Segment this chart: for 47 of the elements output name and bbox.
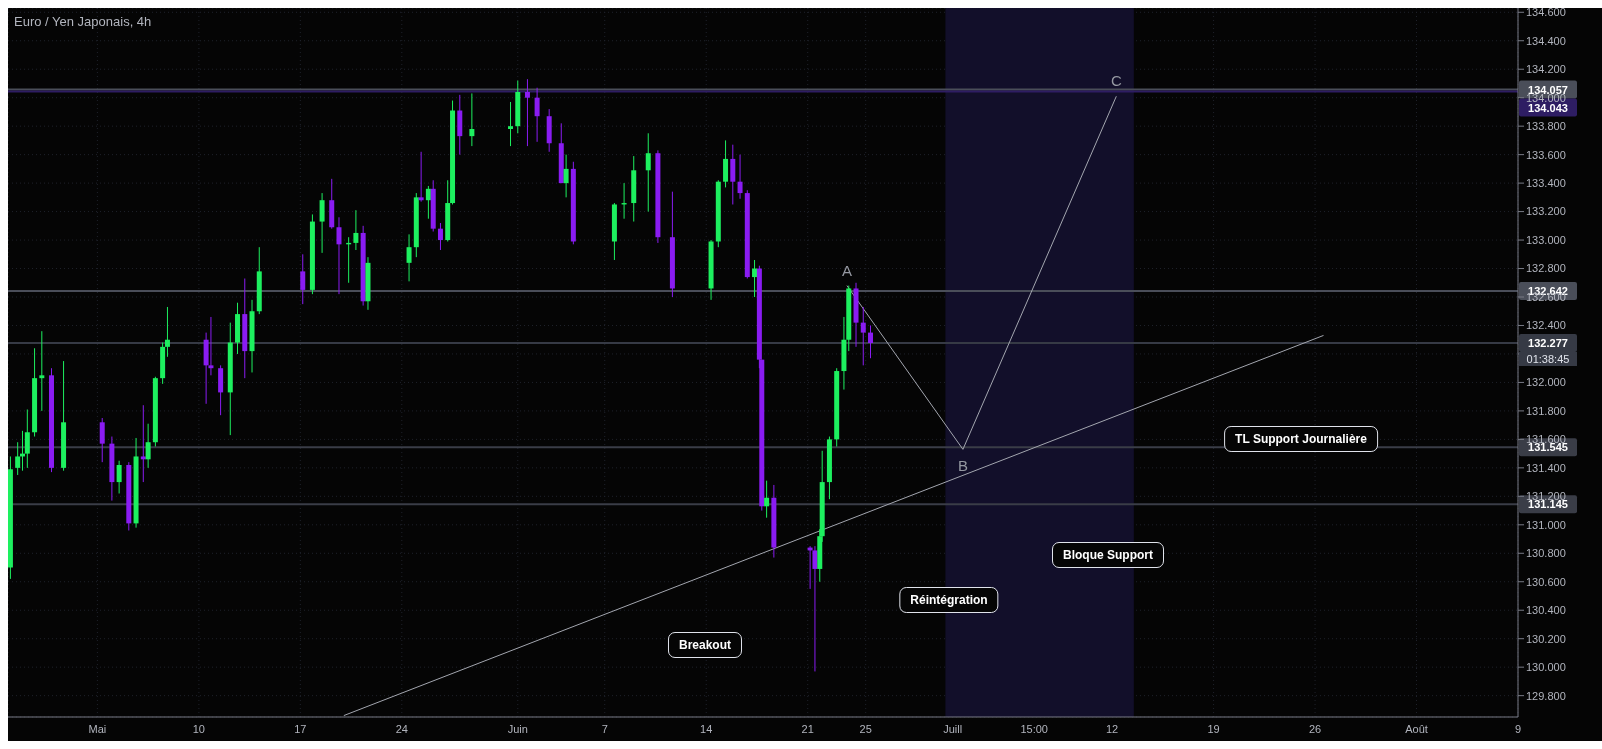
x-tick-label: Mai xyxy=(88,722,107,735)
y-tick-label: 131.800 xyxy=(1526,404,1566,417)
x-tick-label: 26 xyxy=(1308,722,1322,735)
y-tick-label: 130.800 xyxy=(1526,547,1566,560)
y-tick-label: 133.200 xyxy=(1526,205,1566,218)
x-tick-label: 9 xyxy=(1514,722,1522,735)
y-tick-label: 131.400 xyxy=(1526,461,1566,474)
y-tick-label: 132.800 xyxy=(1526,262,1566,275)
x-tick-label: 12 xyxy=(1105,722,1119,735)
text: Euro / Yen Japonais, 4h xyxy=(14,14,152,29)
x-tick-label: 7 xyxy=(601,722,608,735)
x-tick-label: 25 xyxy=(859,722,872,735)
y-tick-label: 131.000 xyxy=(1526,518,1566,531)
ref-line-label: 132.277 xyxy=(1528,337,1568,349)
y-tick-label: 132.400 xyxy=(1526,319,1566,332)
y-tick-label: 134.400 xyxy=(1526,34,1566,47)
y-tick-label: 130.400 xyxy=(1526,604,1566,617)
annotation: B xyxy=(957,457,968,475)
y-tick-label: 132.000 xyxy=(1526,376,1566,389)
annotation: Breakout xyxy=(667,632,743,658)
x-tick-label: 14 xyxy=(700,722,713,735)
y-tick-label: 133.000 xyxy=(1526,233,1566,246)
y-tick-label: 134.600 xyxy=(1526,6,1566,19)
x-tick-label: 17 xyxy=(294,722,307,735)
x-tick-label: 10 xyxy=(192,722,205,735)
x-tick-label: 24 xyxy=(395,722,408,735)
y-tick-label: 130.200 xyxy=(1526,632,1566,645)
x-tick-label: 21 xyxy=(801,722,814,735)
annotation: TL Support Journalière xyxy=(1224,426,1378,452)
annotation: Bloque Support xyxy=(1052,542,1164,568)
x-tick-label: Juin xyxy=(507,722,528,735)
annotation: C xyxy=(1110,72,1122,90)
annotation: Réintégration xyxy=(899,587,999,613)
y-tick-label: 130.000 xyxy=(1526,661,1566,674)
x-tick-label: Août xyxy=(1405,722,1428,735)
y-tick-label: 133.800 xyxy=(1526,120,1566,133)
annotation: A xyxy=(841,261,852,279)
ref-line-label: 134.043 xyxy=(1528,101,1568,114)
y-tick-label: 133.400 xyxy=(1526,177,1566,190)
y-tick-label: 134.200 xyxy=(1526,63,1566,76)
x-tick-label: 19 xyxy=(1207,722,1220,735)
text: 01:38:45 xyxy=(1519,351,1577,366)
x-tick-label: 15:00 xyxy=(1020,722,1048,735)
y-tick-label: 129.800 xyxy=(1526,689,1566,702)
x-tick-label: Juill xyxy=(943,722,963,735)
y-tick-label: 133.600 xyxy=(1526,148,1566,161)
y-tick-label: 130.600 xyxy=(1526,575,1566,588)
